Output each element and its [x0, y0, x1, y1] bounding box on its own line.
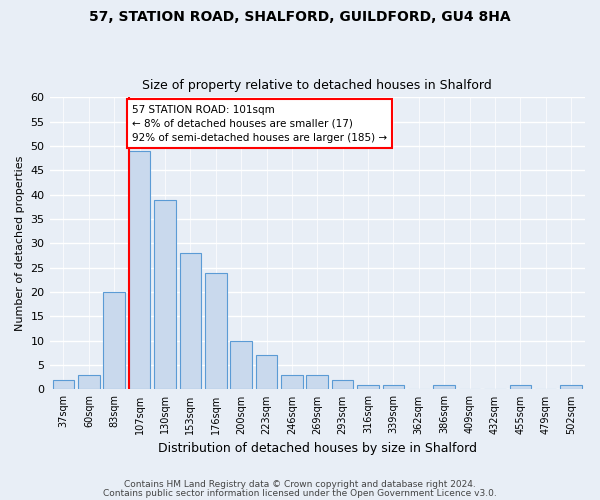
Bar [307, 375, 328, 390]
Bar [357, 384, 379, 390]
Bar [383, 384, 404, 390]
Text: Contains HM Land Registry data © Crown copyright and database right 2024.: Contains HM Land Registry data © Crown c… [124, 480, 476, 489]
X-axis label: Distribution of detached houses by size in Shalford: Distribution of detached houses by size … [158, 442, 477, 455]
Bar [78, 375, 100, 390]
Bar [509, 384, 531, 390]
Bar [154, 200, 176, 390]
Bar [332, 380, 353, 390]
Text: 57 STATION ROAD: 101sqm
← 8% of detached houses are smaller (17)
92% of semi-det: 57 STATION ROAD: 101sqm ← 8% of detached… [132, 104, 387, 142]
Bar [53, 380, 74, 390]
Bar [205, 272, 227, 390]
Bar [179, 253, 201, 390]
Bar [103, 292, 125, 390]
Bar [560, 384, 582, 390]
Bar [129, 151, 151, 390]
Text: 57, STATION ROAD, SHALFORD, GUILDFORD, GU4 8HA: 57, STATION ROAD, SHALFORD, GUILDFORD, G… [89, 10, 511, 24]
Title: Size of property relative to detached houses in Shalford: Size of property relative to detached ho… [142, 79, 492, 92]
Bar [433, 384, 455, 390]
Bar [281, 375, 302, 390]
Y-axis label: Number of detached properties: Number of detached properties [15, 156, 25, 331]
Text: Contains public sector information licensed under the Open Government Licence v3: Contains public sector information licen… [103, 489, 497, 498]
Bar [230, 340, 252, 390]
Bar [256, 356, 277, 390]
